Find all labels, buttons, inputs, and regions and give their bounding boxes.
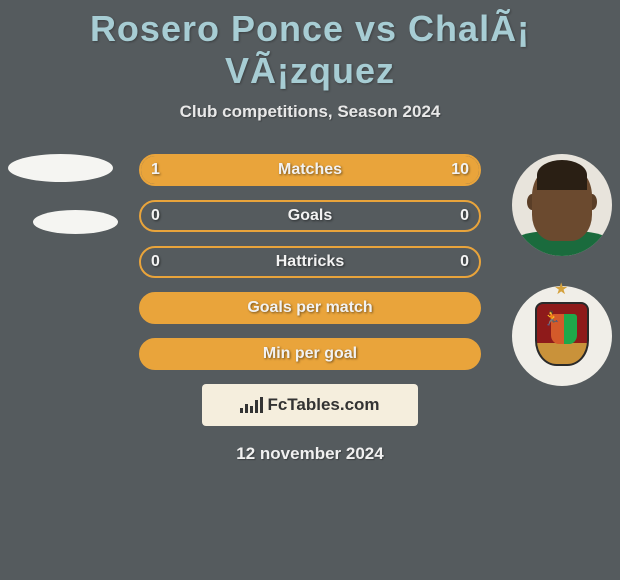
player-right-avatar [512,154,612,256]
date-label: 12 november 2024 [0,444,620,464]
player-left-team-placeholder [33,210,118,234]
stats-list: 1 Matches 10 0 Goals 0 0 Hattricks 0 Goa… [139,154,481,370]
player-right-team-badge: ★ 🏃 [512,286,612,386]
page-title: Rosero Ponce vs ChalÃ¡ VÃ¡zquez [0,0,620,92]
player-right-column: ★ 🏃 [512,154,612,386]
chart-icon [240,397,263,413]
runner-icon: 🏃 [543,310,560,327]
stat-label: Goals [288,207,332,225]
stat-label: Goals per match [247,299,372,317]
player-left-avatar-placeholder [8,154,113,182]
stat-value-right: 0 [460,253,469,271]
branding-text: FcTables.com [267,395,379,415]
stat-row-min-per-goal: Min per goal [139,338,481,370]
stat-value-left: 0 [151,207,160,225]
star-icon: ★ [554,279,568,299]
stat-value-left: 1 [151,161,160,179]
stat-value-left: 0 [151,253,160,271]
stat-row-hattricks: 0 Hattricks 0 [139,246,481,278]
stat-value-right: 0 [460,207,469,225]
branding-badge: FcTables.com [202,384,418,426]
stat-label: Hattricks [276,253,344,271]
stat-row-goals: 0 Goals 0 [139,200,481,232]
subtitle: Club competitions, Season 2024 [0,102,620,122]
stat-row-matches: 1 Matches 10 [139,154,481,186]
comparison-content: ★ 🏃 1 Matches 10 0 Goals 0 0 Hattricks [0,154,620,464]
stat-label: Min per goal [263,345,357,363]
stat-label: Matches [278,161,342,179]
stat-value-right: 10 [451,161,469,179]
player-left-column [8,154,118,234]
stat-row-goals-per-match: Goals per match [139,292,481,324]
